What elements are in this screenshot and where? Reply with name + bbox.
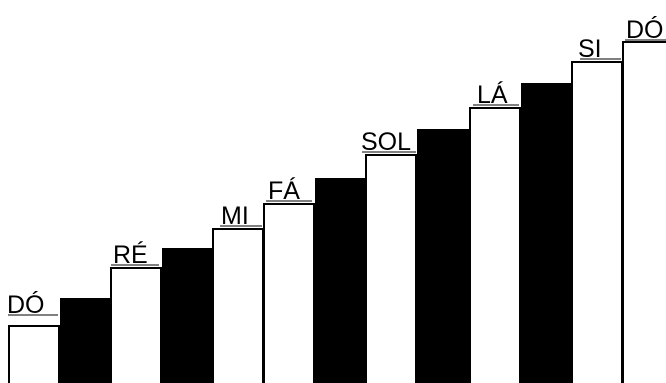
label-do: DÓ xyxy=(7,290,45,319)
step-la xyxy=(469,107,521,383)
black-step-5 xyxy=(521,83,572,383)
black-step-1 xyxy=(60,298,111,383)
black-step-4 xyxy=(417,129,470,383)
step-re xyxy=(110,267,162,383)
black-step-2 xyxy=(162,248,213,383)
label-fa: FÁ xyxy=(268,176,300,205)
step-do xyxy=(8,325,60,383)
step-do-high xyxy=(622,41,666,383)
step-fa xyxy=(263,203,315,383)
label-si: SI xyxy=(578,35,602,63)
label-re: RÉ xyxy=(113,240,148,269)
label-la: LÁ xyxy=(477,80,508,109)
label-sol: SOL xyxy=(361,128,411,156)
label-do-high: DÓ xyxy=(626,15,664,44)
step-mi xyxy=(212,228,264,383)
step-sol xyxy=(365,154,417,383)
black-step-3 xyxy=(315,178,366,383)
step-si xyxy=(571,61,623,383)
label-mi: MI xyxy=(221,202,249,230)
